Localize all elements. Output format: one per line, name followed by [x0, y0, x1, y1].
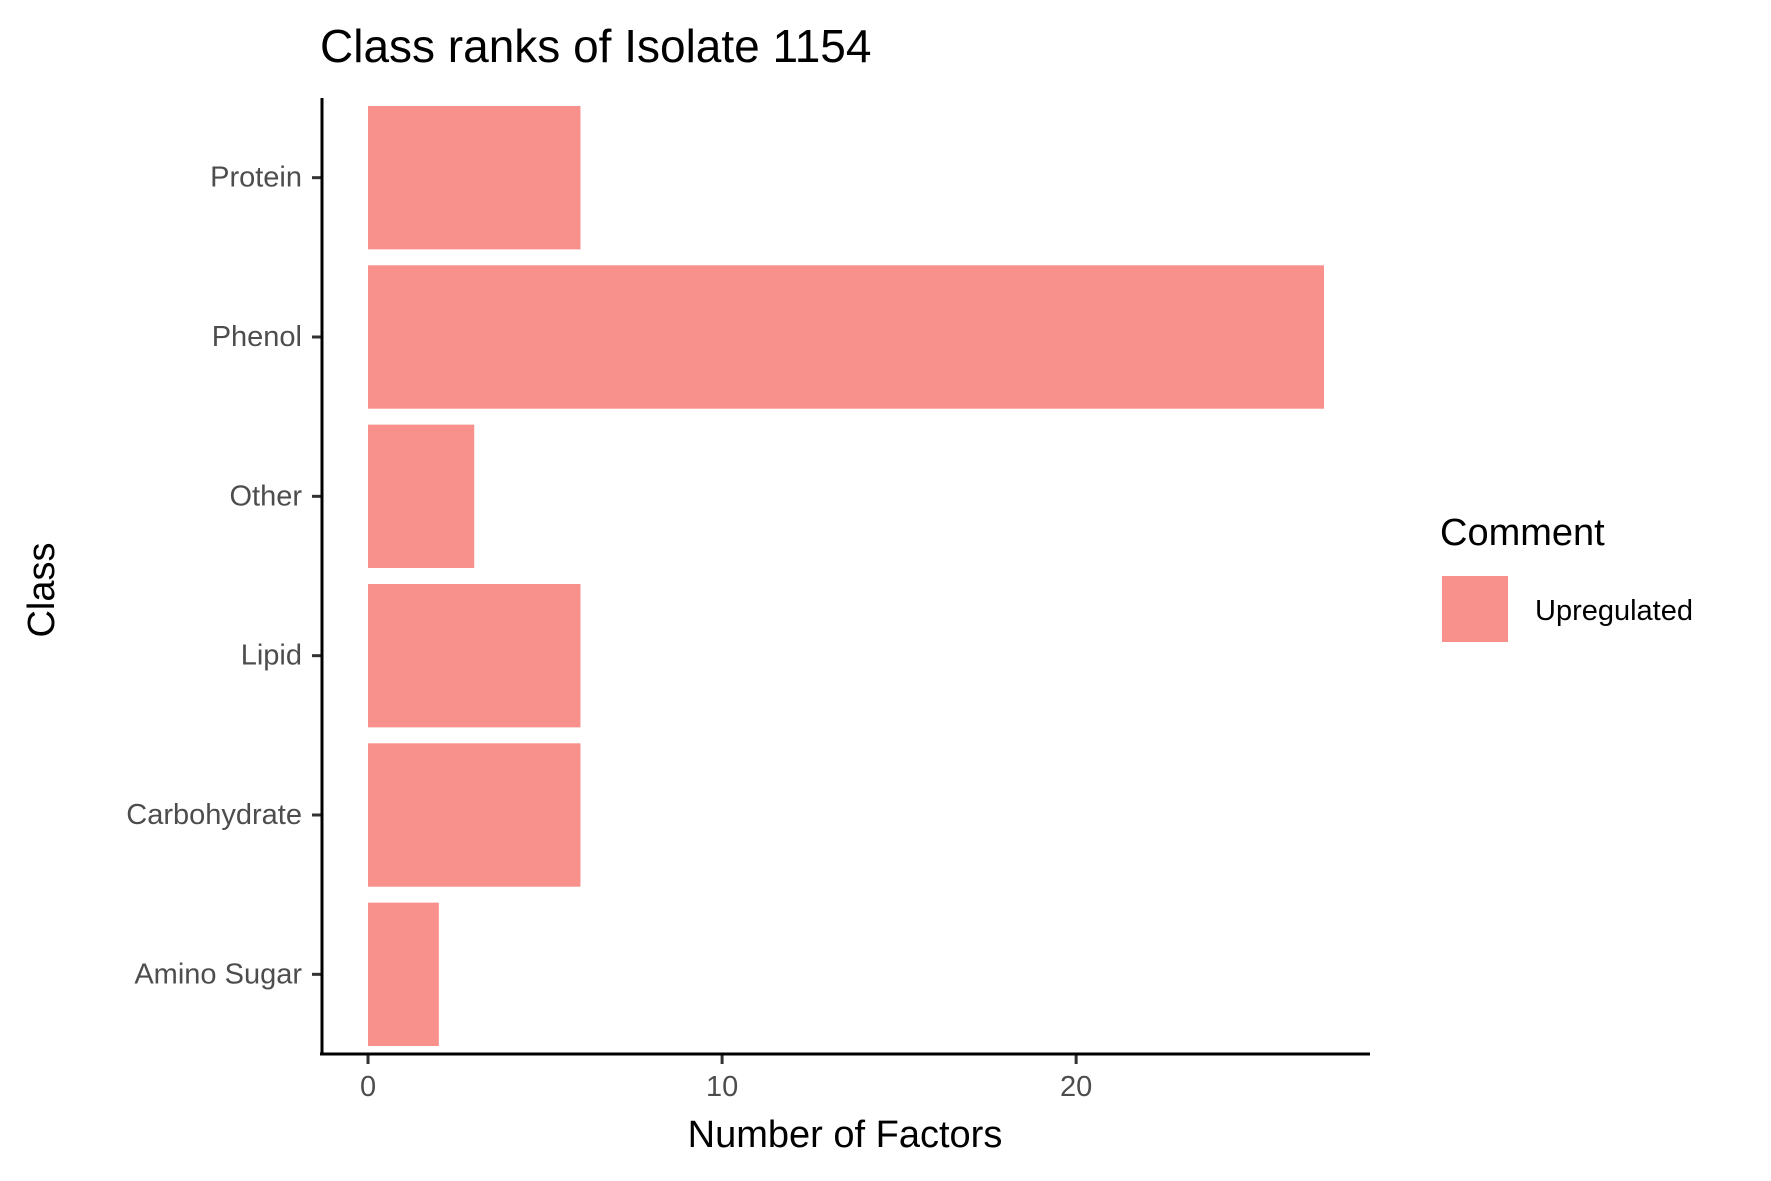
legend-label-upregulated: Upregulated	[1535, 595, 1693, 627]
y-tick-label-amino-sugar: Amino Sugar	[134, 958, 302, 990]
y-tick-label-other: Other	[229, 480, 302, 512]
legend-title: Comment	[1440, 512, 1605, 554]
y-tick-label-carbohydrate: Carbohydrate	[126, 799, 302, 831]
y-axis-ticks: Protein Phenol Other Lipid Carbohydrate Amino…	[126, 162, 322, 990]
y-tick-label-lipid: Lipid	[241, 640, 302, 672]
bar-protein	[368, 105, 581, 250]
x-axis-ticks: 0 10 20	[360, 1054, 1092, 1103]
legend: Comment Upregulated	[1440, 512, 1693, 642]
bar-other	[368, 424, 475, 569]
y-tick-label-phenol: Phenol	[212, 321, 302, 353]
x-axis-title: Number of Factors	[688, 1114, 1003, 1156]
x-tick-label-0: 0	[360, 1071, 376, 1103]
bar-amino-sugar	[368, 902, 439, 1047]
y-axis-title: Class	[21, 542, 63, 637]
bar-phenol	[368, 265, 1324, 409]
x-tick-label-10: 10	[706, 1071, 738, 1103]
y-tick-label-protein: Protein	[210, 162, 302, 194]
chart-title: Class ranks of Isolate 1154	[320, 20, 871, 72]
bars-group	[368, 105, 1324, 1047]
legend-swatch-upregulated	[1442, 576, 1508, 642]
bar-lipid	[368, 583, 581, 728]
bar-carbohydrate	[368, 743, 581, 887]
x-tick-label-20: 20	[1060, 1071, 1092, 1103]
